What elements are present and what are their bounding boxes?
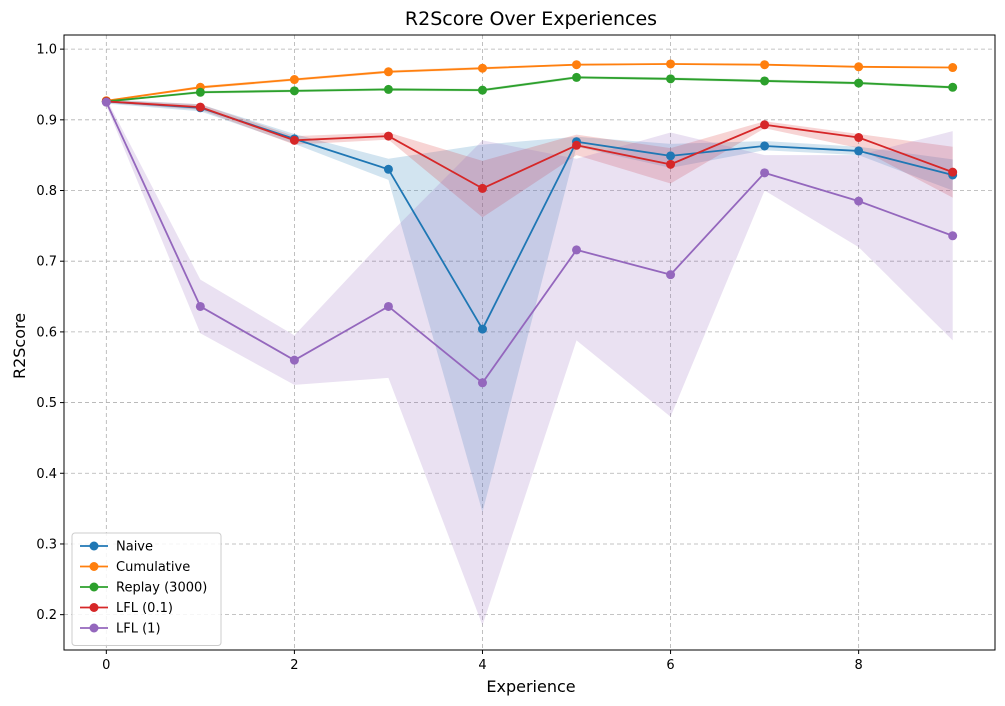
legend-box [71,532,222,646]
lfl-0-1-legend-marker [89,603,99,612]
lfl-1-band [106,98,953,626]
legend-label-cumulative: Cumulative [116,560,190,575]
lfl-0-1-point [948,167,958,177]
y-tick-label: 0.8 [36,184,57,199]
cumulative-point [477,63,487,73]
cumulative-point [760,60,770,70]
replay-3000-point [289,86,299,96]
y-tick-label: 0.6 [36,325,57,340]
lfl-0-1-point [666,159,676,169]
replay-3000-point [477,85,487,95]
y-tick-label: 0.4 [36,467,57,482]
lfl-1-point [195,301,205,311]
lfl-0-1-point [760,120,770,130]
replay-3000-point [666,74,676,84]
x-axis-title: Experience [486,677,575,696]
naive-point [666,151,676,161]
legend: Naive Cumulative Replay (3000) LFL (0.1) LFL… [71,532,222,646]
lfl-0-1-point [195,102,205,112]
legend-label-naive: Naive [116,540,153,555]
lfl-1-point [101,97,111,107]
naive-point [477,324,487,334]
lfl-1-legend-marker [89,623,99,633]
lfl-1-point [948,231,958,241]
series-lines [105,63,953,384]
naive-legend-marker [89,541,99,551]
lfl-1-point [289,355,299,365]
lfl-0-1-band [106,100,953,218]
lfl-1-line [105,101,953,384]
cumulative-legend-marker [89,562,99,571]
naive-point [854,146,864,156]
x-tick-label: 8 [855,658,863,673]
plot-frame [63,34,996,651]
replay-3000-point [195,87,205,97]
y-tick-label: 0.9 [36,113,57,128]
cumulative-point [854,62,864,72]
legend-label-lfl-0-1: LFL (0.1) [116,601,173,616]
legend-label-replay-3000: Replay (3000) [116,581,207,596]
replay-3000-point [572,72,582,82]
axis-ticks: 0 2 4 6 8 0.2 0.3 0.4 0.5 0.6 0.7 0.8 0.9 1.0 [36,43,862,673]
y-axis-title: R2Score [10,313,29,379]
lfl-1-point [477,378,487,388]
lfl-1-point [666,270,676,280]
lfl-0-1-line [106,100,953,190]
naive-point [383,164,393,174]
legend-label-lfl-1: LFL (1) [116,622,161,637]
lfl-1-point [572,245,582,255]
replay-3000-legend-marker [89,582,99,592]
replay-3000-line [106,76,953,103]
y-tick-label: 0.7 [36,255,57,270]
naive-band [106,99,953,513]
cumulative-point [572,60,582,70]
cumulative-line [106,63,953,102]
replay-3000-point [948,82,958,92]
lfl-0-1-point [477,183,487,193]
cumulative-point [948,63,958,73]
y-tick-label: 0.5 [36,396,57,411]
replay-3000-point [854,78,864,88]
cumulative-point [289,75,299,85]
lfl-1-point [383,301,393,311]
naive-point [760,141,770,151]
chart-title: R2Score Over Experiences [405,8,657,30]
replay-3000-point [760,76,770,86]
cumulative-point [666,59,676,69]
x-tick-label: 2 [290,658,298,673]
lfl-0-1-point [383,131,393,141]
y-tick-label: 1.0 [36,43,57,58]
replay-3000-point [383,84,393,94]
lfl-0-1-point [289,135,299,145]
lfl-0-1-point [572,140,582,150]
lfl-1-point [760,168,770,178]
y-tick-label: 0.3 [36,537,57,552]
series-markers [101,59,958,388]
lfl-0-1-point [854,133,864,142]
cumulative-point [383,67,393,77]
y-tick-label: 0.2 [36,608,57,623]
lfl-1-point [854,196,864,206]
x-tick-label: 4 [478,658,486,673]
x-tick-label: 6 [666,658,674,673]
x-tick-label: 0 [102,658,110,673]
